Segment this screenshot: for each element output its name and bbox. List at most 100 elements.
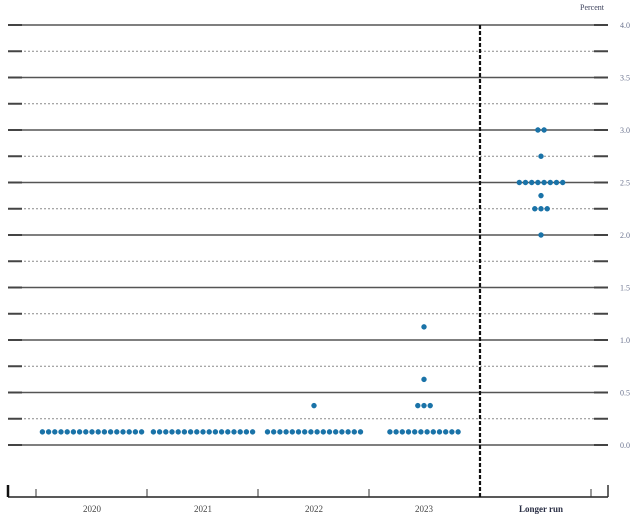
dot — [430, 429, 436, 435]
dot — [70, 429, 77, 435]
dot — [76, 429, 83, 435]
dot — [212, 429, 219, 435]
dot — [126, 429, 132, 435]
x-axis-labels: 2020 2021 2022 2023 Longer run — [83, 504, 563, 514]
dot — [538, 232, 544, 238]
y-tick-label: 3.5 — [620, 74, 630, 83]
dot — [412, 429, 418, 435]
dot — [181, 429, 188, 435]
dot — [107, 429, 114, 435]
dot — [532, 206, 538, 212]
x-category-label: 2021 — [194, 504, 212, 514]
dot — [449, 429, 455, 435]
dot — [320, 429, 326, 435]
dot — [89, 429, 95, 435]
dot — [58, 429, 64, 435]
dot — [357, 429, 364, 435]
dot — [138, 429, 145, 435]
dot — [427, 402, 433, 409]
dot — [243, 429, 250, 435]
dot — [156, 429, 163, 435]
dot — [101, 429, 108, 435]
dot — [387, 429, 393, 435]
dot — [289, 429, 295, 435]
dot — [114, 429, 120, 435]
dot — [326, 429, 333, 435]
dot — [206, 429, 212, 435]
dot — [200, 429, 206, 435]
dot — [421, 324, 427, 330]
dot — [541, 179, 547, 186]
dot — [237, 429, 243, 435]
dot — [538, 192, 544, 199]
dot — [399, 429, 405, 435]
y-tick-label: 1.0 — [620, 336, 630, 345]
dot — [302, 429, 308, 435]
dot — [218, 429, 225, 435]
dot — [283, 429, 289, 435]
dot — [529, 179, 535, 186]
dot — [271, 429, 277, 435]
x-axis — [6, 485, 609, 498]
dot — [560, 179, 566, 186]
dot — [120, 429, 126, 435]
dot — [225, 429, 231, 435]
dot — [424, 429, 430, 435]
dot — [418, 429, 424, 435]
dot — [345, 429, 351, 435]
x-category-label: 2023 — [415, 504, 434, 514]
dot — [52, 429, 58, 435]
x-category-label: Longer run — [519, 504, 563, 514]
dot — [516, 179, 522, 186]
x-category-label: 2020 — [83, 504, 102, 514]
dot — [535, 127, 541, 133]
dot — [39, 429, 46, 435]
dot — [405, 429, 412, 435]
dot — [333, 429, 339, 435]
dot — [83, 429, 89, 435]
dot — [132, 429, 139, 435]
dot — [544, 206, 550, 212]
dot — [443, 429, 449, 435]
dot — [163, 429, 169, 435]
unit-label: Percent — [580, 3, 604, 12]
dot — [314, 429, 320, 435]
dot — [553, 179, 560, 186]
x-category-label: 2022 — [305, 504, 323, 514]
y-tick-label: 0.5 — [620, 389, 630, 398]
y-tick-label: 4.0 — [620, 21, 630, 30]
dot — [64, 429, 70, 435]
dot — [277, 429, 283, 435]
y-axis-labels: 0.0 0.5 1.0 1.5 2.0 2.5 3.0 3.5 4.0 — [620, 21, 630, 450]
dot — [421, 376, 427, 383]
dot — [295, 429, 302, 435]
dot — [45, 429, 52, 435]
dot — [393, 429, 399, 435]
dot — [175, 429, 181, 435]
y-tick-label: 3.0 — [620, 126, 630, 135]
y-tick-label: 1.5 — [620, 284, 630, 293]
dot — [150, 429, 157, 435]
dot — [522, 179, 529, 186]
dot — [264, 429, 271, 435]
dot — [415, 402, 421, 409]
dots — [39, 127, 566, 435]
y-tick-label: 2.5 — [620, 179, 630, 188]
dot — [547, 179, 553, 186]
dot — [187, 429, 194, 435]
gridlines — [8, 24, 608, 446]
y-tick-label: 2.0 — [620, 231, 630, 240]
dot — [436, 429, 443, 435]
dot — [169, 429, 175, 435]
dot — [249, 429, 256, 435]
dot — [311, 402, 317, 409]
dot — [538, 206, 544, 212]
dot — [95, 429, 101, 435]
dot — [308, 429, 314, 435]
dot — [194, 429, 200, 435]
dot — [535, 179, 541, 186]
y-tick-label: 0.0 — [620, 441, 630, 450]
dot — [421, 402, 427, 409]
dot — [231, 429, 237, 435]
